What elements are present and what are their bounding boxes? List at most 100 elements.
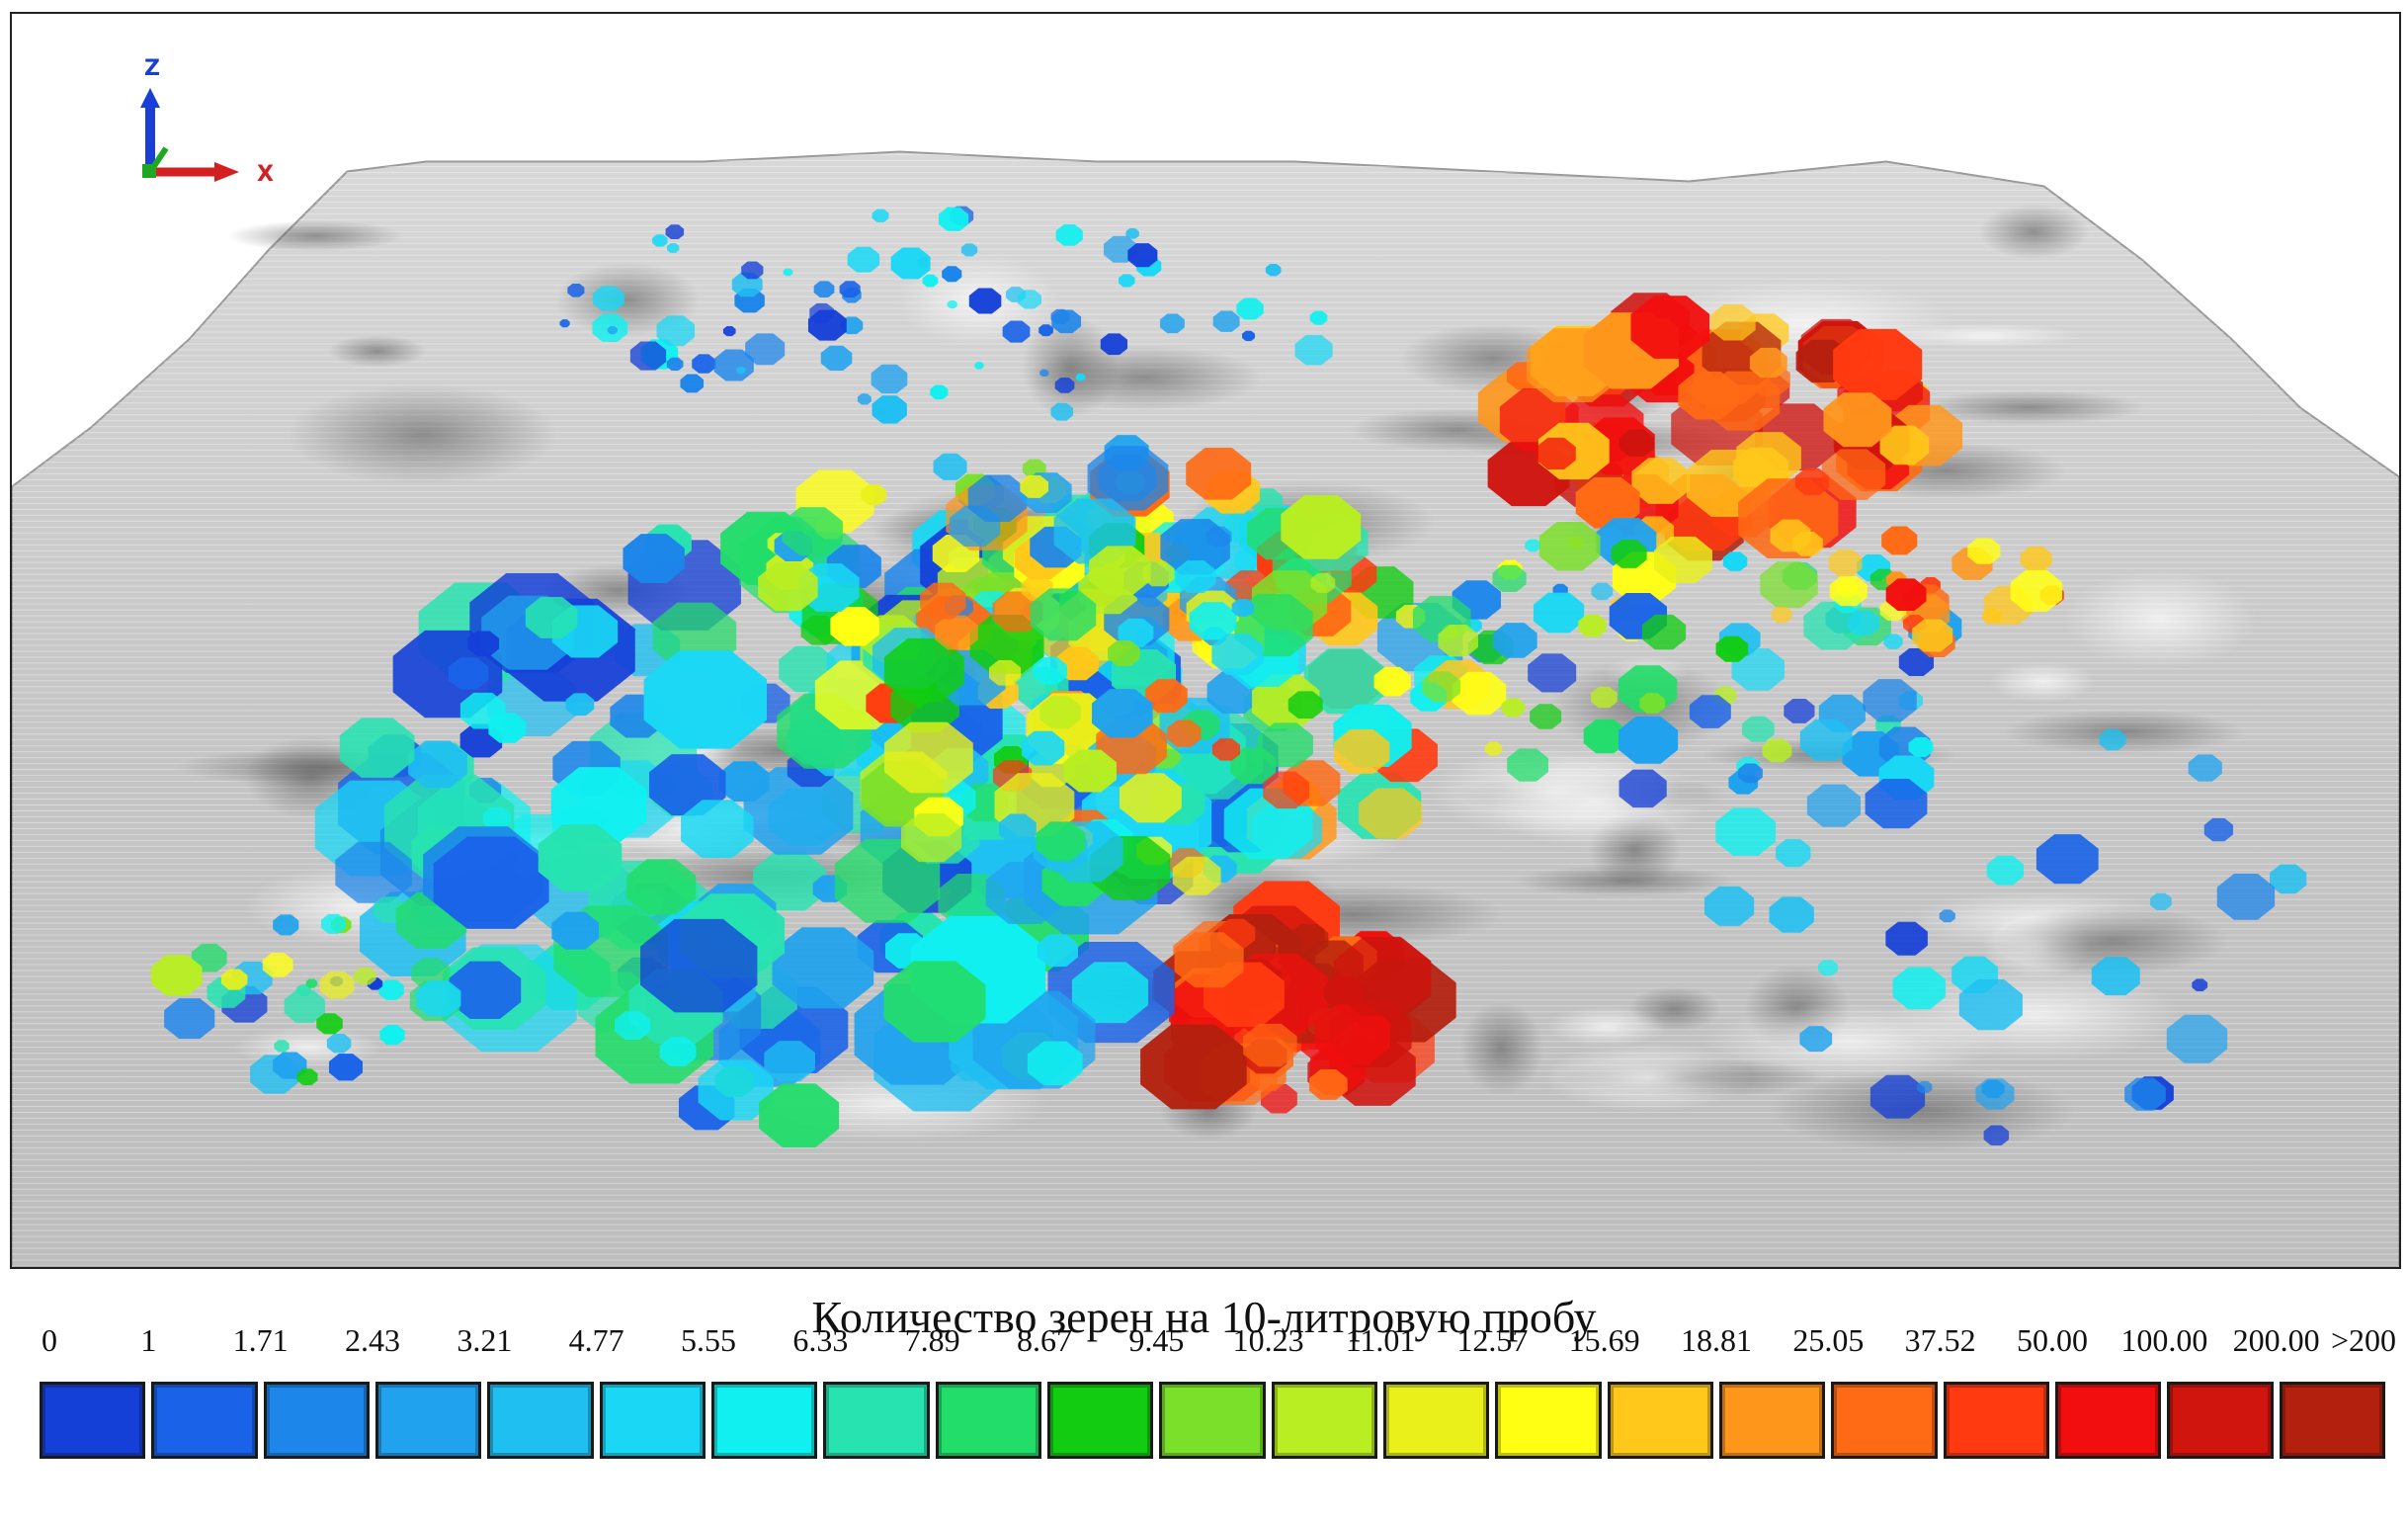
grain-sample-spot xyxy=(1749,347,1787,379)
grain-sample-spot xyxy=(1493,623,1537,658)
grain-sample-spot xyxy=(1501,698,1526,718)
grain-sample-spot xyxy=(1776,838,1811,868)
grain-sample-spot xyxy=(2166,1014,2228,1063)
grain-sample-spot xyxy=(1050,402,1074,421)
grain-sample-spot xyxy=(1033,656,1068,685)
grain-sample-spot xyxy=(1982,608,2002,625)
grain-sample-spot xyxy=(813,281,835,297)
grain-sample-spot xyxy=(2216,874,2276,920)
grain-sample-spot xyxy=(681,800,754,859)
legend-tick-label: 37.52 xyxy=(1904,1322,1976,1358)
grain-sample-spot xyxy=(1731,648,1785,691)
grain-sample-spot xyxy=(656,315,696,347)
grain-sample-spot xyxy=(378,979,404,1000)
grain-sample-spot xyxy=(1703,886,1755,926)
grain-sample-spot xyxy=(1715,807,1777,856)
grain-sample-spot xyxy=(992,591,1043,633)
grain-sample-spot xyxy=(2124,1077,2166,1111)
legend-tick-label: 3.21 xyxy=(457,1322,513,1358)
axis-orientation-gizmo: Z X xyxy=(140,56,274,187)
legend-swatch xyxy=(599,1382,706,1459)
grain-sample-spot xyxy=(1036,821,1086,862)
grain-sample-spot xyxy=(1310,573,1336,593)
legend-tick-labels: 0 1 1.71 2.43 3.21 4.77 5.55 6.33 7.89 8.67 9.45 10… xyxy=(0,1322,2408,1362)
grain-sample-spot xyxy=(1803,601,1865,650)
grain-sample-spot xyxy=(1373,666,1411,697)
grain-sample-spot xyxy=(2099,728,2126,751)
grain-sample-spot xyxy=(1578,614,1607,637)
grain-sample-spot xyxy=(1912,619,1953,652)
grain-sample-spot xyxy=(652,234,668,247)
grain-sample-spot xyxy=(1160,313,1185,334)
grain-sample-spot xyxy=(538,824,623,891)
grain-sample-spot xyxy=(659,1037,697,1066)
grain-sample-spot xyxy=(947,299,957,309)
grain-sample-spot xyxy=(1333,729,1390,774)
x-axis-label: X xyxy=(257,162,274,187)
grain-sample-spot xyxy=(1986,855,2025,886)
grain-sample-spot xyxy=(626,859,697,915)
grain-sample-spot xyxy=(1983,1125,2010,1145)
grain-sample-spot xyxy=(698,1059,774,1121)
grain-sample-spot xyxy=(820,345,853,371)
legend-swatch xyxy=(263,1382,370,1459)
grain-sample-spot xyxy=(1303,648,1386,715)
grain-sample-spot xyxy=(1892,967,1946,1010)
grain-sample-spot xyxy=(525,597,578,638)
grain-sample-spot xyxy=(339,718,415,778)
grain-sample-spot xyxy=(782,507,843,556)
grain-sample-spot xyxy=(1863,679,1917,722)
grain-sample-spot xyxy=(191,943,227,972)
grain-sample-spot xyxy=(1438,625,1478,657)
grain-sample-spot xyxy=(1821,449,1886,500)
grain-sample-spot xyxy=(2203,817,2233,842)
legend-swatch xyxy=(1383,1382,1490,1459)
grain-sample-spot xyxy=(1189,602,1237,640)
grain-sample-spot xyxy=(335,841,412,903)
legend-tick-label: 7.89 xyxy=(904,1322,960,1358)
grain-sample-spot xyxy=(1806,784,1862,827)
legend-swatch xyxy=(1719,1382,1826,1459)
grain-sample-spot xyxy=(1619,429,1654,457)
grain-sample-spot xyxy=(592,286,624,311)
terrain-relief xyxy=(226,220,404,252)
grain-sample-spot xyxy=(968,288,1002,314)
grain-sample-spot xyxy=(1879,425,1930,465)
legend-swatch xyxy=(823,1382,930,1459)
map-viewport[interactable]: Z X xyxy=(10,12,2401,1269)
grain-sample-spot xyxy=(1799,1026,1833,1053)
axis-origin xyxy=(142,164,156,178)
legend-swatch xyxy=(375,1382,482,1459)
grain-sample-spot xyxy=(1710,304,1756,341)
grain-sample-spot xyxy=(640,918,758,1013)
grain-sample-spot xyxy=(1118,618,1154,647)
grain-sample-spot xyxy=(1869,1074,1926,1119)
grain-sample-spot xyxy=(1799,719,1853,761)
grain-sample-spot xyxy=(764,1041,815,1082)
legend-swatch xyxy=(1271,1382,1377,1459)
terrain-relief xyxy=(1027,345,1264,411)
grain-sample-spot xyxy=(1314,1004,1391,1065)
grain-sample-spot xyxy=(1795,467,1830,496)
legend-tick-label: 50.00 xyxy=(2017,1322,2088,1358)
grain-sample-spot xyxy=(1039,369,1049,378)
grain-sample-spot xyxy=(296,1068,318,1086)
grain-sample-spot xyxy=(1172,856,1221,895)
grain-sample-spot xyxy=(1653,536,1712,583)
grain-sample-spot xyxy=(1818,960,1838,976)
grain-sample-spot xyxy=(1021,730,1065,766)
grain-sample-spot xyxy=(607,326,618,335)
legend-swatch xyxy=(711,1382,818,1459)
grain-sample-spot xyxy=(1098,455,1157,502)
grain-sample-spot xyxy=(565,693,595,717)
legend-tick-label: 18.81 xyxy=(1681,1322,1752,1358)
grain-sample-spot xyxy=(1639,693,1666,714)
grain-sample-spot xyxy=(800,615,838,645)
grain-sample-spot xyxy=(884,721,973,794)
legend-swatch xyxy=(2167,1382,2274,1459)
grain-sample-spot xyxy=(692,354,716,374)
legend-swatch xyxy=(40,1382,146,1459)
grain-sample-spot xyxy=(1678,371,1739,420)
terrain-relief xyxy=(1702,1003,1998,1081)
grain-sample-spot xyxy=(1484,741,1503,756)
